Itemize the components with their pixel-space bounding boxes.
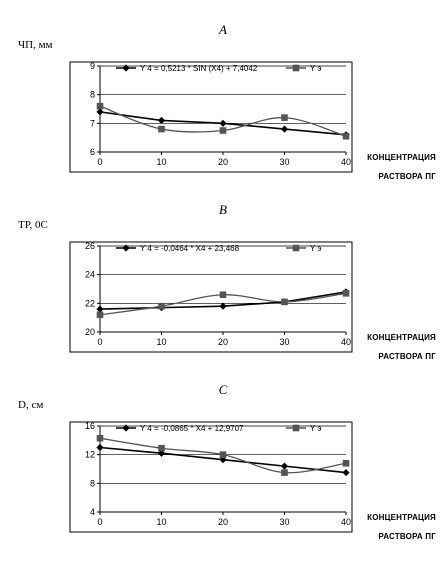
- y-tick-label: 7: [90, 118, 95, 128]
- x-tick-label: 30: [279, 517, 289, 527]
- x-axis-label-line1: КОНЦЕНТРАЦИЯ: [367, 333, 436, 342]
- model-point: [96, 108, 104, 116]
- panel-letter: B: [219, 202, 227, 217]
- experimental-point: [281, 469, 288, 476]
- x-tick-label: 40: [341, 337, 351, 347]
- line-chart: 6 7 8 9 0 10 20 30 40 Y 4 = 0,5213 * SIN (X4) + 7…: [69, 61, 353, 173]
- x-tick-label: 0: [97, 337, 102, 347]
- x-tick-label: 10: [156, 517, 166, 527]
- y-tick-label: 8: [90, 90, 95, 100]
- line-chart: 20 22 24 26 0 10 20 30 40 Y 4 = -0,0464 * X4 + 23…: [69, 241, 353, 353]
- x-tick-label: 20: [218, 337, 228, 347]
- experimental-point: [219, 127, 227, 134]
- experimental-point: [281, 298, 288, 306]
- y-tick-label: 9: [90, 61, 95, 71]
- y-axis-label: ЧП, мм: [18, 39, 53, 51]
- x-axis-label-line2: РАСТВОРА ПГ: [378, 172, 436, 181]
- model-point: [280, 462, 289, 470]
- legend-marker: [292, 64, 300, 72]
- experimental-point: [342, 290, 350, 297]
- experimental-point: [219, 291, 227, 299]
- x-tick-label: 10: [156, 157, 166, 167]
- legend-label: Y э: [310, 64, 322, 73]
- experimental-point: [158, 302, 165, 310]
- y-tick-label: 8: [90, 478, 95, 488]
- model-point: [342, 468, 350, 477]
- y-tick-label: 16: [85, 421, 95, 431]
- x-axis-label-line2: РАСТВОРА ПГ: [378, 352, 436, 361]
- experimental-point: [342, 459, 350, 467]
- x-tick-label: 0: [97, 157, 102, 167]
- panel-letter: C: [218, 382, 228, 397]
- experimental-point: [96, 102, 104, 110]
- experimental-point: [158, 444, 165, 452]
- x-tick-label: 30: [279, 337, 289, 347]
- y-tick-label: 24: [85, 270, 95, 280]
- chart-frame: [69, 421, 353, 533]
- chart-frame: [69, 61, 353, 173]
- experimental-point: [281, 114, 288, 121]
- y-axis-label: D, см: [18, 399, 44, 411]
- line-chart: 4 8 12 16 0 10 20 30 40 Y 4 = -0,0865 * X4 + 12,9…: [69, 421, 353, 533]
- y-tick-label: 4: [90, 507, 95, 517]
- experimental-point: [96, 434, 104, 442]
- legend-label: Y 4 = -0,0464 * X4 + 23,468: [140, 244, 240, 253]
- model-point: [157, 116, 166, 125]
- y-tick-label: 12: [85, 450, 95, 460]
- panel-letter: A: [219, 22, 227, 37]
- y-axis-label: ТР, 0С: [18, 219, 48, 231]
- legend-label: Y 4 = 0,5213 * SIN (X4) + 7,4042: [140, 64, 258, 73]
- experimental-point: [96, 311, 104, 319]
- x-axis-label-line1: КОНЦЕНТРАЦИЯ: [367, 153, 436, 162]
- legend-marker: [292, 244, 300, 252]
- experimental-point: [342, 132, 350, 140]
- chart-frame: [69, 241, 353, 353]
- legend-label: Y 4 = -0,0865 * X4 + 12,9707: [140, 424, 244, 433]
- experimental-point: [158, 125, 165, 133]
- legend-marker: [292, 424, 300, 432]
- x-tick-label: 10: [156, 337, 166, 347]
- x-tick-label: 20: [218, 157, 228, 167]
- chart-panel-b: B ТР, 0С 20 22 24 26 0 10 20 30 40 Y 4 = -0,0464 …: [0, 202, 446, 378]
- x-tick-label: 0: [97, 517, 102, 527]
- x-axis-label-line1: КОНЦЕНТРАЦИЯ: [367, 513, 436, 522]
- x-axis-label-line2: РАСТВОРА ПГ: [378, 532, 436, 541]
- y-tick-label: 26: [85, 241, 95, 251]
- y-tick-label: 20: [85, 327, 95, 337]
- x-tick-label: 20: [218, 517, 228, 527]
- y-tick-label: 6: [90, 147, 95, 157]
- experimental-point: [219, 451, 227, 458]
- model-point: [219, 119, 227, 127]
- legend-marker: [122, 244, 130, 252]
- x-tick-label: 40: [341, 157, 351, 167]
- model-point: [96, 443, 104, 452]
- model-point: [280, 125, 289, 133]
- legend-label: Y э: [310, 244, 322, 253]
- chart-panel-c: C D, см 4 8 12 16 0 10 20 30 40 Y 4 = -0,0865 * X…: [0, 382, 446, 558]
- legend-marker: [122, 64, 130, 72]
- legend-marker: [122, 424, 130, 432]
- legend-label: Y э: [310, 424, 322, 433]
- chart-panel-a: A ЧП, мм 6 7 8 9 0 10 20 30 40 Y 4 = 0,5213 * SIN…: [0, 22, 446, 198]
- y-tick-label: 22: [85, 298, 95, 308]
- x-tick-label: 30: [279, 157, 289, 167]
- x-tick-label: 40: [341, 517, 351, 527]
